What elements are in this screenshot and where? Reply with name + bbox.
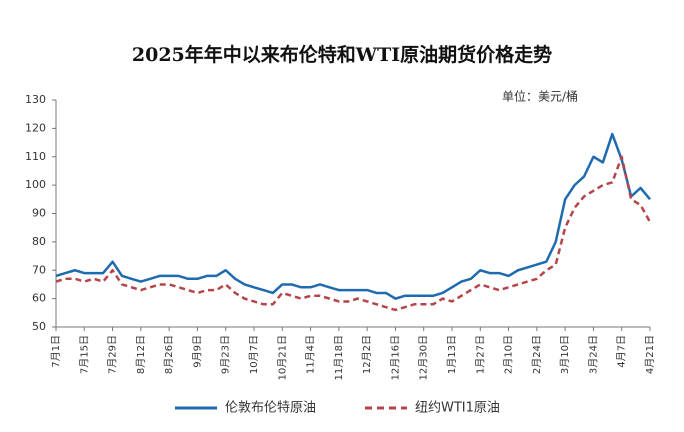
y-tick-label: 80 (32, 235, 46, 248)
unit-label: 单位：美元/桶 (502, 89, 578, 104)
series-line (55, 155, 652, 312)
x-tick-label: 4月7日 (616, 335, 628, 368)
x-tick-label: 11月18日 (333, 335, 345, 380)
x-tick-label: 3月24日 (587, 335, 599, 374)
y-tick-label: 90 (32, 207, 46, 220)
x-tick-label: 9月9日 (191, 335, 203, 368)
x-tick-label: 8月12日 (135, 335, 147, 374)
x-tick-label: 9月23日 (220, 335, 232, 374)
x-tick-label: 12月16日 (389, 335, 401, 380)
y-tick-label: 100 (25, 178, 46, 191)
y-tick-label: 130 (25, 93, 46, 106)
y-tick-label: 70 (32, 263, 46, 276)
x-tick-label: 1月13日 (446, 335, 458, 374)
x-tick-label: 11月4日 (305, 335, 317, 374)
legend-label: 纽约WTI1原油 (415, 401, 500, 416)
y-tick-label: 60 (32, 292, 46, 305)
x-tick-label: 10月7日 (248, 335, 260, 374)
y-tick-label: 110 (25, 150, 46, 163)
x-tick-label: 12月30日 (418, 335, 430, 380)
x-tick-label: 7月1日 (50, 335, 62, 368)
x-tick-label: 7月15日 (78, 335, 90, 374)
x-tick-label: 12月2日 (361, 335, 373, 374)
x-tick-label: 4月21日 (644, 335, 656, 374)
x-tick-label: 2月10日 (503, 335, 515, 374)
x-tick-label: 7月29日 (107, 335, 119, 374)
series-line (55, 132, 651, 300)
chart-title: 2025年年中以来布伦特和WTI原油期货价格走势 (132, 43, 552, 66)
x-tick-label: 8月26日 (163, 335, 175, 374)
x-tick-label: 3月10日 (559, 335, 571, 374)
y-tick-label: 50 (32, 320, 46, 333)
y-tick-label: 120 (25, 121, 46, 134)
x-tick-label: 1月27日 (474, 335, 486, 374)
x-tick-label: 2月24日 (531, 335, 543, 374)
legend-label: 伦敦布伦特原油 (225, 400, 316, 416)
x-tick-label: 10月21日 (276, 335, 288, 380)
